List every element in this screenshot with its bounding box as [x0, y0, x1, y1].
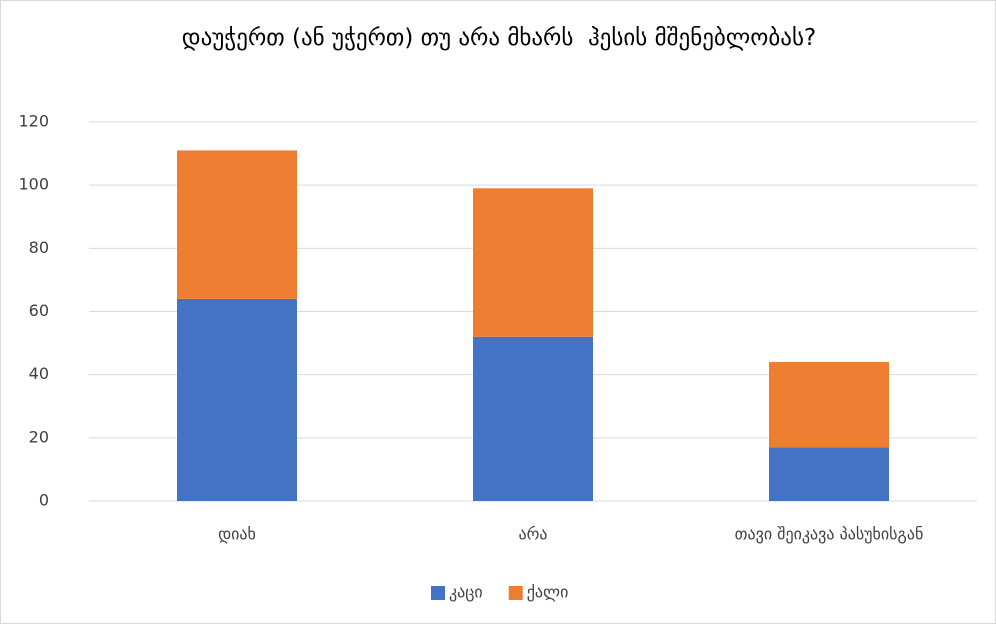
bar-segment [177, 150, 297, 299]
y-tick-label: 20 [29, 427, 49, 446]
y-tick-label: 40 [29, 364, 49, 383]
legend-swatch [431, 586, 445, 600]
y-tick-label: 120 [18, 112, 49, 131]
y-tick-label: 100 [18, 175, 49, 194]
y-tick-label: 0 [39, 491, 49, 510]
y-tick-label: 60 [29, 301, 49, 320]
y-tick-label: 80 [29, 238, 49, 257]
x-tick-label: თავი შეიკავა პასუხისგან [735, 525, 924, 544]
legend-label: ქალი [527, 583, 569, 602]
bar-segment [177, 298, 297, 501]
legend-swatch [508, 586, 523, 600]
bar-segment [769, 447, 889, 501]
x-tick-label: არა [519, 525, 548, 544]
bar-segment [473, 336, 593, 501]
legend-label: კაცი [449, 583, 483, 602]
x-tick-label: დიახ [218, 525, 256, 544]
bar-segment [473, 188, 593, 337]
chart-title: დაუჭერთ (ან უჭერთ) თუ არა მხარს ჰესის მშ… [181, 25, 817, 51]
bar-segment [769, 362, 889, 448]
